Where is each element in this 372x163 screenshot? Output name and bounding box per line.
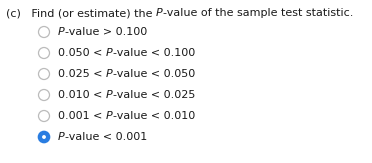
Text: (c)   Find (or estimate) the: (c) Find (or estimate) the xyxy=(6,8,156,18)
Circle shape xyxy=(38,89,49,101)
Circle shape xyxy=(38,111,49,121)
Circle shape xyxy=(38,68,49,80)
Text: P: P xyxy=(58,27,65,37)
Text: P: P xyxy=(106,90,113,100)
Text: P: P xyxy=(106,69,113,79)
Text: 0.001 <: 0.001 < xyxy=(58,111,106,121)
Text: P: P xyxy=(156,8,163,18)
Circle shape xyxy=(42,135,46,139)
Text: -value < 0.050: -value < 0.050 xyxy=(113,69,195,79)
Text: P: P xyxy=(106,48,113,58)
Text: -value < 0.025: -value < 0.025 xyxy=(113,90,195,100)
Circle shape xyxy=(38,47,49,59)
Text: 0.025 <: 0.025 < xyxy=(58,69,106,79)
Circle shape xyxy=(38,27,49,37)
Text: P: P xyxy=(58,132,65,142)
Circle shape xyxy=(38,132,49,142)
Text: P: P xyxy=(106,111,113,121)
Text: -value < 0.100: -value < 0.100 xyxy=(113,48,195,58)
Text: -value of the sample test statistic.: -value of the sample test statistic. xyxy=(163,8,353,18)
Text: 0.010 <: 0.010 < xyxy=(58,90,106,100)
Text: 0.050 <: 0.050 < xyxy=(58,48,106,58)
Text: -value > 0.100: -value > 0.100 xyxy=(65,27,147,37)
Text: -value < 0.010: -value < 0.010 xyxy=(113,111,195,121)
Text: -value < 0.001: -value < 0.001 xyxy=(65,132,147,142)
